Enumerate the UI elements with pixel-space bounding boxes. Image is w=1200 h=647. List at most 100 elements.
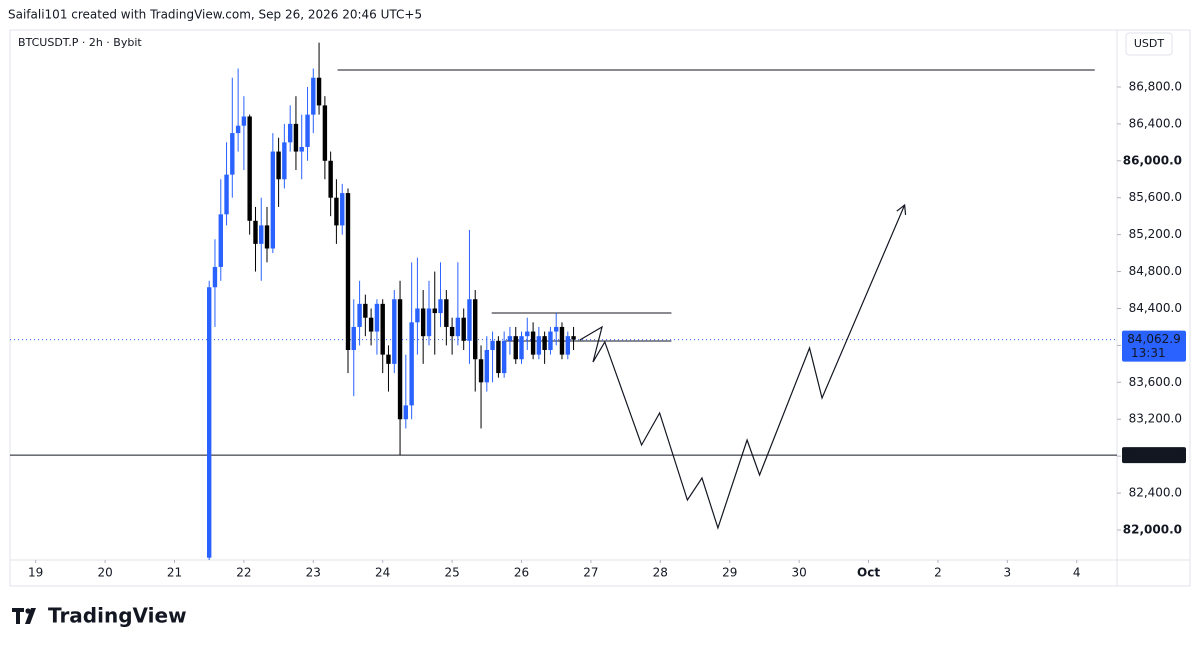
y-tick-label: 83,200.0 (1129, 412, 1182, 426)
candle-body (386, 354, 391, 364)
candle-body (328, 160, 333, 198)
y-tick-label: 84,400.0 (1129, 301, 1182, 315)
x-tick-label: 28 (653, 566, 668, 580)
candle-body (484, 350, 490, 383)
caption: Saifali101 created with TradingView.com,… (8, 8, 422, 22)
candle-body (467, 299, 472, 341)
candle-body (235, 125, 241, 134)
candle-body (322, 105, 328, 161)
candle-body (438, 299, 443, 314)
y-tick-label: 84,800.0 (1129, 264, 1182, 278)
candle-body (415, 308, 420, 323)
y-tick-label: 83,600.0 (1129, 375, 1182, 389)
x-tick-label: 26 (514, 566, 529, 580)
candle-body (334, 197, 339, 226)
candle-body (299, 146, 304, 152)
x-tick-label: 25 (444, 566, 459, 580)
x-tick-label: 22 (236, 566, 251, 580)
candle-body (455, 317, 461, 337)
candle-body (345, 193, 351, 351)
x-tick-label: 2 (934, 566, 942, 580)
candle-body (530, 331, 536, 355)
candle-body (473, 299, 478, 360)
candle-body (571, 336, 576, 340)
y-tick-label: 86,400.0 (1129, 116, 1182, 130)
footer-brand: TradingView (48, 604, 187, 628)
candle-body (212, 266, 218, 288)
last-price-label: 84,062.9 (1127, 332, 1180, 346)
symbol-title: BTCUSDT.P · 2h · Bybit (18, 36, 142, 49)
candle-body (478, 359, 484, 383)
candle-body (461, 317, 466, 341)
candle-body (374, 303, 380, 332)
candle-body (357, 303, 362, 327)
frame (9, 29, 1191, 587)
candle-body (432, 308, 437, 314)
candle-body (542, 336, 547, 351)
x-tick-label: Oct (857, 566, 880, 580)
x-tick-label: 27 (583, 566, 598, 580)
projection-arrowhead (896, 203, 907, 216)
y-tick-label: 86,000.0 (1123, 153, 1182, 167)
candle-body (264, 225, 270, 249)
projection-path (579, 204, 906, 530)
plot-area (10, 42, 1117, 560)
y-tick-label: 86,800.0 (1129, 79, 1182, 93)
candle-body (519, 336, 524, 360)
candle-body (397, 299, 403, 420)
y-tick-label: 85,600.0 (1129, 190, 1182, 204)
candle-body (525, 331, 530, 337)
candle-body (449, 326, 455, 337)
footer-logo (12, 608, 36, 624)
y-tick-label: 82,000.0 (1123, 523, 1182, 537)
unit-label: USDT (1134, 37, 1165, 50)
candle-body (218, 214, 223, 267)
x-tick-label: 23 (306, 566, 321, 580)
x-tick-label: 3 (1004, 566, 1012, 580)
candle-body (311, 77, 316, 115)
candle-body (368, 317, 374, 332)
candle-body (420, 308, 426, 337)
candle-body (230, 133, 235, 175)
candle-body (316, 77, 322, 106)
y-tick-label: 82,400.0 (1129, 486, 1182, 500)
x-tick-label: 19 (28, 566, 43, 580)
candle-body (426, 308, 432, 337)
unit-box (1125, 32, 1173, 56)
candle-body (513, 336, 518, 360)
candle-body (559, 326, 565, 355)
candle-body (507, 336, 513, 341)
candle-body (392, 299, 397, 364)
x-tick-label: 4 (1073, 566, 1081, 580)
candle-body (409, 322, 414, 406)
candle-body (565, 336, 571, 355)
candle-body (554, 326, 559, 332)
candle-body (380, 303, 385, 355)
candle-body (444, 299, 449, 327)
candle-body (351, 326, 356, 351)
level-label: 82,811.0 (1124, 448, 1183, 462)
candle-body (305, 114, 310, 147)
x-tick-label: 24 (375, 566, 390, 580)
candle-body (501, 340, 507, 374)
countdown-label: 13:31 (1131, 346, 1166, 360)
candle-body (253, 220, 258, 244)
x-tick-label: 20 (97, 566, 112, 580)
candle-body (259, 225, 264, 244)
candle-body (241, 116, 247, 126)
candle-body (340, 193, 345, 226)
candle-body (270, 151, 276, 249)
candle-body (282, 142, 287, 180)
x-tick-label: 21 (167, 566, 182, 580)
candle-body (536, 336, 542, 355)
candle-body (247, 116, 252, 221)
y-tick-label: 85,200.0 (1129, 227, 1182, 241)
candle-body (496, 340, 501, 374)
candle-body (403, 405, 409, 420)
candle-body (206, 287, 212, 558)
last-price-box (1122, 330, 1186, 362)
candle-body (293, 123, 299, 152)
x-tick-label: 30 (791, 566, 806, 580)
x-tick-label: 29 (722, 566, 737, 580)
